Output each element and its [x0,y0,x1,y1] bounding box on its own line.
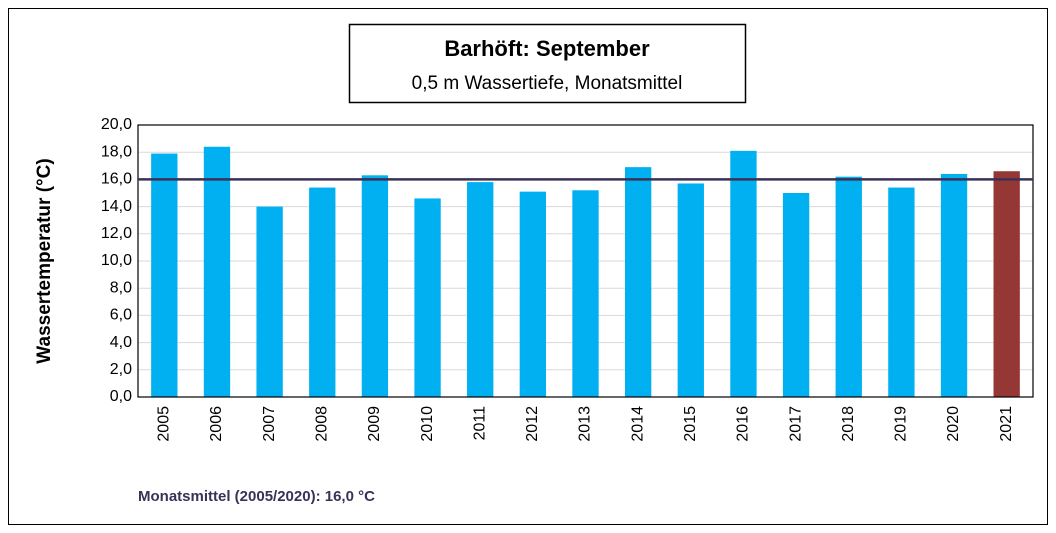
y-tick-label: 20,0 [101,116,132,133]
plot-border [137,124,1034,398]
chart-subtitle: 0,5 m Wassertiefe, Monatsmittel [412,73,683,94]
bar [572,190,599,397]
y-tick-label: 16,0 [101,171,132,188]
bar [730,150,757,397]
y-tick-label: 12,0 [101,225,132,242]
y-tick-label: 10,0 [101,252,132,269]
bar [256,206,283,397]
bar [361,175,389,397]
x-tick-label: 2010 [419,406,436,442]
title-box [348,23,747,104]
x-tick-label: 2005 [156,406,173,442]
bar [414,198,441,397]
bar [519,191,547,397]
x-tick-label: 2012 [524,406,541,442]
y-tick-label: 18,0 [101,143,132,160]
bar [835,176,862,397]
x-tick-label: 2014 [629,406,646,442]
chart-title: Barhöft: September [444,36,650,61]
x-tick-label: 2011 [471,406,488,441]
bar [888,187,915,397]
bar [677,183,704,397]
y-tick-label: 6,0 [110,307,132,324]
bar [309,187,336,397]
x-tick-label: 2015 [682,406,699,442]
x-tick-label: 2021 [998,406,1015,442]
x-tick-label: 2009 [366,406,383,442]
bar [624,167,652,397]
annotation: Monatsmittel (2005/2020): 16,0 °C [138,488,375,505]
bar [782,193,810,397]
x-tick-label: 2008 [313,406,330,442]
x-tick-label: 2020 [945,406,962,442]
x-tick-label: 2019 [893,406,910,442]
y-tick-label: 4,0 [110,334,132,351]
x-tick-label: 2007 [261,406,278,442]
bar [203,146,231,397]
bar [467,182,494,397]
y-axis-title: Wassertemperatur (°C) [34,158,55,363]
y-tick-label: 2,0 [110,361,132,378]
x-tick-label: 2013 [577,406,594,442]
y-tick-label: 0,0 [110,388,132,405]
x-tick-label: 2006 [208,406,225,442]
bar [993,171,1020,397]
y-tick-label: 14,0 [101,198,132,215]
x-tick-label: 2018 [840,406,857,442]
bar [940,173,968,397]
y-tick-label: 8,0 [110,279,132,296]
bar [151,153,178,397]
x-tick-label: 2016 [735,406,752,442]
x-tick-label: 2017 [787,406,804,442]
